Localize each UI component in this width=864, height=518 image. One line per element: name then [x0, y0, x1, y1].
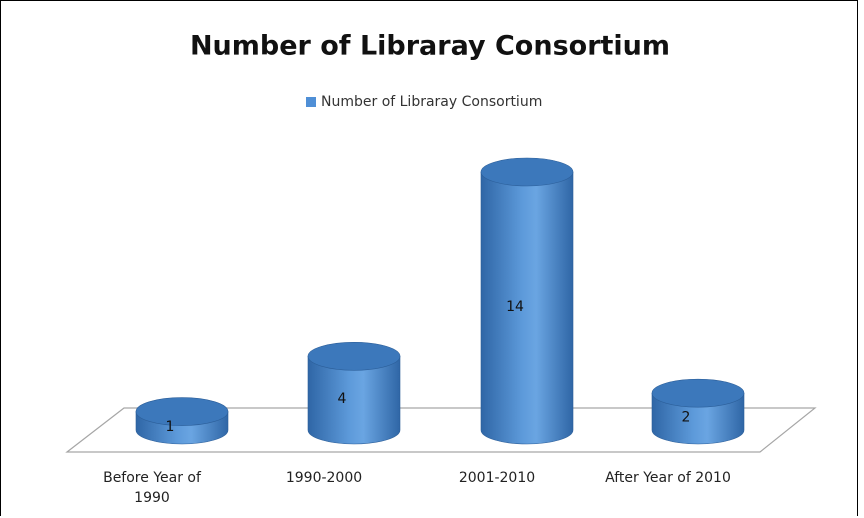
cylinder-top — [307, 341, 401, 371]
data-label: 2 — [682, 410, 691, 426]
data-label: 1 — [166, 419, 175, 435]
cylinder-top — [651, 378, 745, 408]
chart-title: Number of Libraray Consortium — [190, 31, 670, 62]
data-label: 4 — [338, 391, 347, 407]
legend-swatch — [306, 97, 316, 107]
cylinder-top — [135, 397, 229, 426]
x-tick-label: 1990-2000 — [285, 470, 363, 486]
floor-plane — [65, 407, 817, 453]
cylinder-body — [480, 171, 574, 445]
x-tick-label: 2001-2010 — [458, 470, 536, 486]
x-tick-label: After Year of 2010 — [605, 470, 731, 486]
data-label: 14 — [506, 299, 524, 315]
x-tick-label: Before Year of 1990 — [103, 470, 201, 506]
cylinder-body — [651, 392, 745, 445]
cylinder-body — [307, 355, 401, 445]
cylinder-top — [480, 157, 574, 187]
legend-label: Number of Libraray Consortium — [321, 94, 542, 110]
